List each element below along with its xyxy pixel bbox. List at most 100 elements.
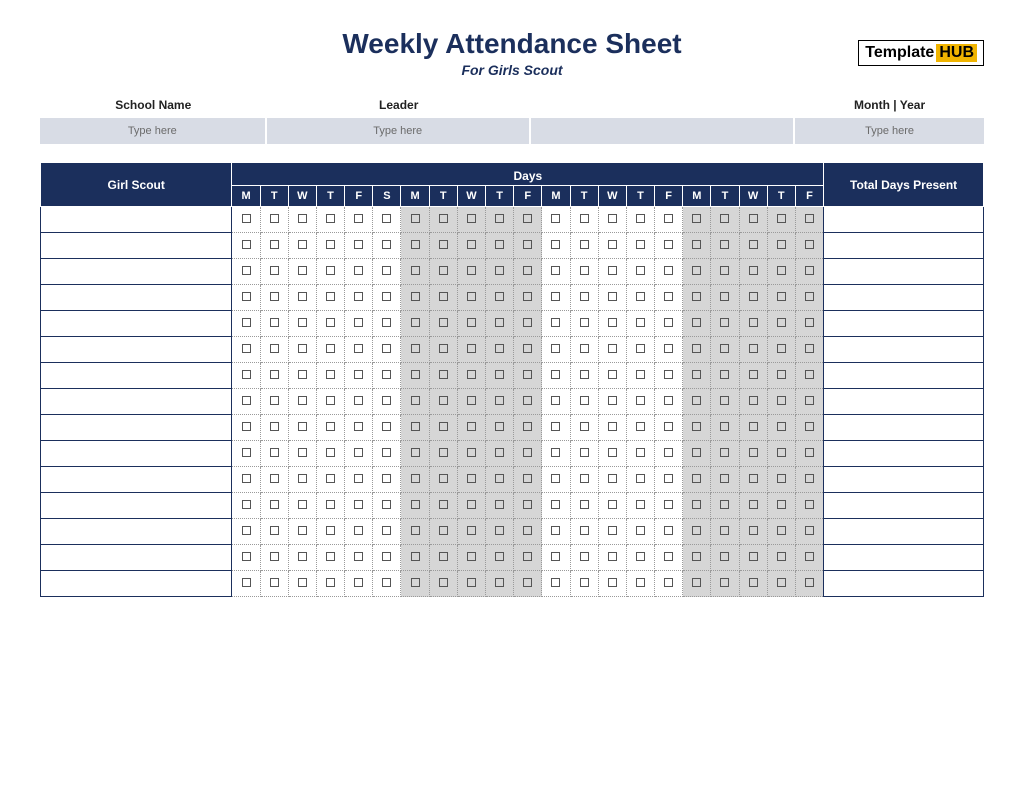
day-cell[interactable] xyxy=(260,207,288,233)
day-cell[interactable] xyxy=(288,441,316,467)
checkbox-icon[interactable] xyxy=(720,500,729,509)
day-cell[interactable] xyxy=(457,493,485,519)
day-cell[interactable] xyxy=(345,545,373,571)
checkbox-icon[interactable] xyxy=(580,344,589,353)
day-cell[interactable] xyxy=(626,233,654,259)
checkbox-icon[interactable] xyxy=(523,578,532,587)
day-cell[interactable] xyxy=(401,311,429,337)
checkbox-icon[interactable] xyxy=(551,474,560,483)
checkbox-icon[interactable] xyxy=(467,552,476,561)
checkbox-icon[interactable] xyxy=(242,266,251,275)
day-cell[interactable] xyxy=(288,311,316,337)
checkbox-icon[interactable] xyxy=(354,266,363,275)
day-cell[interactable] xyxy=(542,415,570,441)
checkbox-icon[interactable] xyxy=(608,578,617,587)
day-cell[interactable] xyxy=(429,467,457,493)
checkbox-icon[interactable] xyxy=(664,344,673,353)
day-cell[interactable] xyxy=(260,337,288,363)
checkbox-icon[interactable] xyxy=(467,214,476,223)
checkbox-icon[interactable] xyxy=(495,500,504,509)
checkbox-icon[interactable] xyxy=(664,318,673,327)
day-cell[interactable] xyxy=(457,363,485,389)
checkbox-icon[interactable] xyxy=(805,214,814,223)
checkbox-icon[interactable] xyxy=(608,422,617,431)
name-cell[interactable] xyxy=(41,363,232,389)
day-cell[interactable] xyxy=(260,259,288,285)
day-cell[interactable] xyxy=(767,415,795,441)
day-cell[interactable] xyxy=(345,207,373,233)
checkbox-icon[interactable] xyxy=(608,448,617,457)
day-cell[interactable] xyxy=(288,571,316,597)
checkbox-icon[interactable] xyxy=(298,448,307,457)
day-cell[interactable] xyxy=(655,259,683,285)
day-cell[interactable] xyxy=(401,285,429,311)
checkbox-icon[interactable] xyxy=(551,396,560,405)
day-cell[interactable] xyxy=(260,467,288,493)
day-cell[interactable] xyxy=(598,571,626,597)
checkbox-icon[interactable] xyxy=(326,214,335,223)
checkbox-icon[interactable] xyxy=(270,214,279,223)
checkbox-icon[interactable] xyxy=(720,578,729,587)
checkbox-icon[interactable] xyxy=(439,578,448,587)
checkbox-icon[interactable] xyxy=(580,396,589,405)
day-cell[interactable] xyxy=(345,389,373,415)
checkbox-icon[interactable] xyxy=(805,474,814,483)
day-cell[interactable] xyxy=(485,415,513,441)
day-cell[interactable] xyxy=(598,467,626,493)
day-cell[interactable] xyxy=(485,441,513,467)
day-cell[interactable] xyxy=(739,233,767,259)
checkbox-icon[interactable] xyxy=(636,266,645,275)
day-cell[interactable] xyxy=(485,207,513,233)
day-cell[interactable] xyxy=(655,467,683,493)
checkbox-icon[interactable] xyxy=(523,292,532,301)
day-cell[interactable] xyxy=(485,233,513,259)
day-cell[interactable] xyxy=(345,233,373,259)
checkbox-icon[interactable] xyxy=(439,214,448,223)
checkbox-icon[interactable] xyxy=(382,292,391,301)
checkbox-icon[interactable] xyxy=(805,344,814,353)
day-cell[interactable] xyxy=(373,415,401,441)
checkbox-icon[interactable] xyxy=(551,214,560,223)
checkbox-icon[interactable] xyxy=(608,396,617,405)
day-cell[interactable] xyxy=(260,233,288,259)
day-cell[interactable] xyxy=(401,233,429,259)
day-cell[interactable] xyxy=(683,571,711,597)
checkbox-icon[interactable] xyxy=(467,318,476,327)
total-cell[interactable] xyxy=(824,337,984,363)
checkbox-icon[interactable] xyxy=(777,266,786,275)
checkbox-icon[interactable] xyxy=(411,500,420,509)
day-cell[interactable] xyxy=(373,441,401,467)
day-cell[interactable] xyxy=(767,207,795,233)
day-cell[interactable] xyxy=(655,233,683,259)
checkbox-icon[interactable] xyxy=(523,318,532,327)
checkbox-icon[interactable] xyxy=(298,370,307,379)
checkbox-icon[interactable] xyxy=(326,526,335,535)
day-cell[interactable] xyxy=(429,545,457,571)
day-cell[interactable] xyxy=(711,571,739,597)
name-cell[interactable] xyxy=(41,285,232,311)
checkbox-icon[interactable] xyxy=(354,292,363,301)
day-cell[interactable] xyxy=(570,207,598,233)
checkbox-icon[interactable] xyxy=(523,266,532,275)
checkbox-icon[interactable] xyxy=(805,318,814,327)
day-cell[interactable] xyxy=(739,571,767,597)
checkbox-icon[interactable] xyxy=(636,578,645,587)
checkbox-icon[interactable] xyxy=(580,552,589,561)
checkbox-icon[interactable] xyxy=(692,266,701,275)
checkbox-icon[interactable] xyxy=(467,344,476,353)
day-cell[interactable] xyxy=(767,571,795,597)
checkbox-icon[interactable] xyxy=(411,474,420,483)
checkbox-icon[interactable] xyxy=(749,526,758,535)
day-cell[interactable] xyxy=(345,259,373,285)
day-cell[interactable] xyxy=(345,311,373,337)
checkbox-icon[interactable] xyxy=(749,422,758,431)
day-cell[interactable] xyxy=(795,233,823,259)
day-cell[interactable] xyxy=(542,285,570,311)
day-cell[interactable] xyxy=(401,519,429,545)
checkbox-icon[interactable] xyxy=(298,240,307,249)
name-cell[interactable] xyxy=(41,207,232,233)
day-cell[interactable] xyxy=(316,389,344,415)
day-cell[interactable] xyxy=(457,545,485,571)
day-cell[interactable] xyxy=(767,493,795,519)
day-cell[interactable] xyxy=(401,363,429,389)
